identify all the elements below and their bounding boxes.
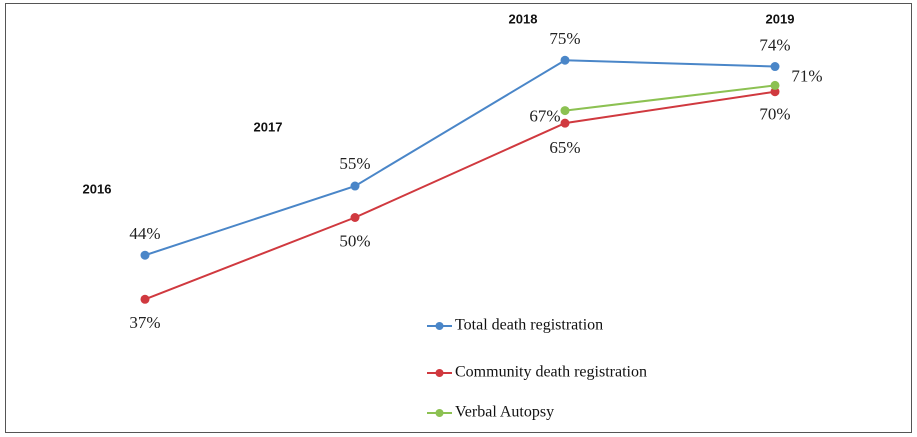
series-line	[144, 59, 776, 257]
series-line	[564, 84, 776, 112]
data-point	[560, 55, 570, 65]
legend-marker	[435, 322, 444, 330]
data-point	[560, 118, 570, 128]
legend-label: Total death registration	[455, 317, 603, 334]
category-label: 2016	[83, 181, 112, 196]
category-label: 2017	[254, 119, 283, 134]
data-point	[140, 250, 150, 260]
data-label: 75%	[549, 29, 580, 48]
data-label: 50%	[339, 231, 370, 250]
category-label: 2019	[766, 11, 795, 26]
data-label: 71%	[791, 66, 822, 85]
legend-marker	[435, 369, 444, 377]
data-label: 70%	[759, 105, 790, 124]
data-point	[560, 106, 570, 116]
data-point	[770, 87, 780, 97]
data-point	[350, 181, 360, 191]
legend-label: Community death registration	[455, 364, 647, 381]
data-point	[350, 213, 360, 222]
series-line	[144, 90, 776, 301]
legend-marker	[435, 409, 444, 417]
data-label: 65%	[549, 138, 580, 157]
legend-label: Verbal Autopsy	[455, 404, 554, 421]
data-label: 74%	[759, 35, 790, 54]
data-point	[770, 62, 780, 72]
data-label: 44%	[129, 224, 160, 243]
data-point	[140, 294, 150, 304]
chart-border	[5, 3, 912, 433]
data-label: 37%	[129, 313, 160, 332]
data-point	[770, 80, 780, 90]
category-label: 2018	[509, 11, 538, 26]
data-label: 67%	[529, 106, 560, 125]
data-label: 55%	[339, 154, 370, 173]
